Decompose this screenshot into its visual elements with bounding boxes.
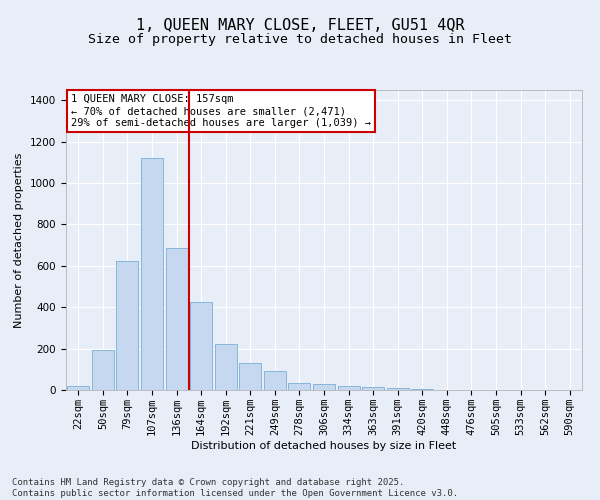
Text: 1, QUEEN MARY CLOSE, FLEET, GU51 4QR: 1, QUEEN MARY CLOSE, FLEET, GU51 4QR [136, 18, 464, 32]
Bar [338, 386, 359, 390]
Bar [215, 344, 237, 390]
Bar [92, 350, 114, 390]
Bar [116, 260, 139, 390]
Text: Contains HM Land Registry data © Crown copyright and database right 2025.
Contai: Contains HM Land Registry data © Crown c… [12, 478, 458, 498]
Bar [264, 372, 286, 390]
Bar [362, 387, 384, 390]
Bar [239, 363, 262, 390]
X-axis label: Distribution of detached houses by size in Fleet: Distribution of detached houses by size … [191, 440, 457, 450]
Y-axis label: Number of detached properties: Number of detached properties [14, 152, 25, 328]
Bar [289, 383, 310, 390]
Bar [386, 388, 409, 390]
Bar [411, 389, 433, 390]
Bar [190, 302, 212, 390]
Bar [313, 384, 335, 390]
Bar [166, 248, 188, 390]
Bar [141, 158, 163, 390]
Bar [67, 386, 89, 390]
Text: Size of property relative to detached houses in Fleet: Size of property relative to detached ho… [88, 32, 512, 46]
Text: 1 QUEEN MARY CLOSE: 157sqm
← 70% of detached houses are smaller (2,471)
29% of s: 1 QUEEN MARY CLOSE: 157sqm ← 70% of deta… [71, 94, 371, 128]
